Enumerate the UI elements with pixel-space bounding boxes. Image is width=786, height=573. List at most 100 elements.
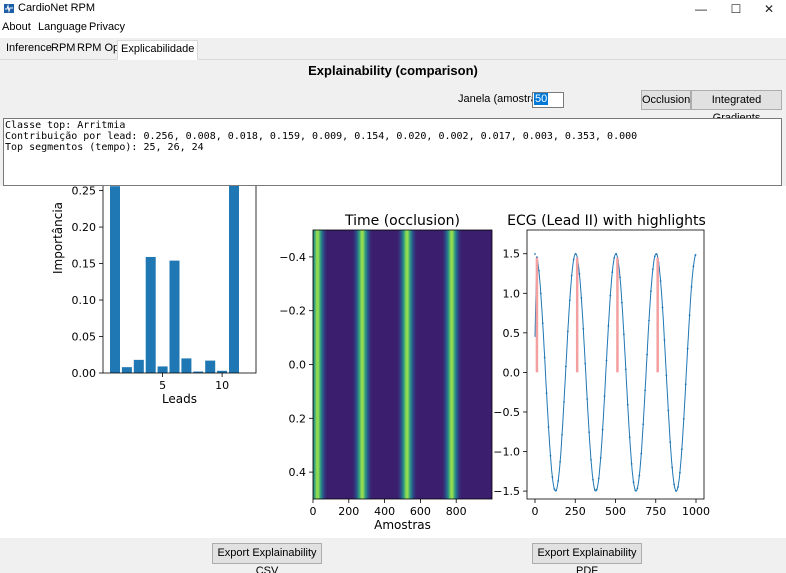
ecg-sample-point: [541, 322, 544, 325]
bar-lead-4: [145, 256, 156, 373]
ecg-y-tick-label: −0.5: [493, 406, 520, 419]
ecg-sample-point: [568, 299, 571, 302]
occlusion-button[interactable]: Occlusion: [641, 90, 691, 110]
ecg-x-tick-label: 750: [645, 505, 666, 518]
ecg-sample-point: [646, 353, 648, 356]
figure-canvas: 0.000.050.100.150.200.250.300.35510Lead …: [51, 186, 710, 532]
ecg-sample-point: [651, 268, 654, 271]
ecg-sample-point: [655, 253, 658, 256]
tab-inference[interactable]: Inference: [6, 42, 52, 54]
ecg-sample-point: [590, 459, 592, 461]
ecg-sample-point: [605, 359, 608, 362]
occlusion-y-tick-label: 0.4: [289, 466, 307, 479]
menu-privacy[interactable]: Privacy: [89, 21, 126, 33]
lead-y-tick-label: 0.15: [72, 258, 97, 271]
ecg-sample-point: [549, 454, 552, 457]
bar-lead-5: [157, 366, 168, 373]
export-csv-button[interactable]: Export Explainability CSV: [212, 543, 322, 573]
ecg-sample-point: [593, 489, 596, 491]
ecg-sample-point: [684, 383, 687, 386]
close-button[interactable]: ✕: [763, 2, 775, 16]
ecg-sample-point: [694, 254, 697, 257]
ecg-sample-point: [640, 452, 643, 455]
ecg-sample-point: [588, 431, 590, 434]
window-size-input[interactable]: 50: [532, 92, 564, 108]
ecg-sample-point: [559, 461, 562, 463]
explainability-output-text[interactable]: Classe top: Arritmia Contribuição por lea…: [3, 118, 782, 186]
tab-explicabilidade[interactable]: Explicabilidade: [117, 40, 199, 60]
window-title: CardioNet RPM: [18, 2, 96, 14]
ecg-sample-point: [553, 488, 556, 490]
ecg-sample-point: [622, 333, 625, 336]
occlusion-y-tick-label: −0.4: [279, 251, 306, 264]
lead-y-axis-label: Importância: [51, 202, 65, 274]
ecg-x-tick-label: 0: [532, 505, 539, 518]
lead-y-tick-label: 0.05: [72, 331, 97, 344]
bar-lead-1: [110, 186, 120, 373]
ecg-sample-point: [632, 481, 635, 484]
lead-contribution-axes: [102, 186, 257, 374]
ecg-sample-point: [630, 462, 633, 465]
bar-lead-10: [217, 370, 228, 373]
ecg-sample-point: [665, 374, 668, 377]
menu-bar: About Language Privacy: [0, 19, 786, 36]
ecg-sample-point: [534, 253, 536, 255]
bar-lead-6: [169, 260, 180, 373]
ecg-sample-point: [644, 389, 647, 392]
ecg-sample-point: [580, 297, 583, 299]
ecg-sample-point: [619, 276, 621, 279]
explainability-panel: Explainability (comparison) Janela (amos…: [0, 60, 786, 573]
ecg-sample-point: [599, 456, 602, 459]
ecg-sample-point: [566, 330, 569, 333]
ecg-sample-point: [677, 486, 679, 488]
menu-about[interactable]: About: [2, 21, 31, 33]
ecg-sample-point: [539, 292, 542, 295]
occlusion-title: Time (occlusion): [344, 213, 460, 229]
lead-y-tick-label: 0.10: [72, 294, 97, 307]
ecg-sample-point: [545, 392, 548, 395]
occlusion-y-tick-label: 0.2: [289, 412, 307, 425]
ecg-sample-point: [603, 395, 606, 398]
integrated-gradients-button[interactable]: Integrated Gradients: [691, 90, 782, 124]
occlusion-y-tick-label: −0.2: [279, 305, 306, 318]
page-title: Explainability (comparison): [308, 63, 478, 78]
ecg-sample-point: [680, 448, 683, 451]
ecg-y-tick-label: −1.0: [493, 446, 520, 459]
ecg-y-tick-label: 1.0: [503, 287, 521, 300]
occlusion-heatmap: [313, 230, 492, 499]
bar-lead-8: [193, 371, 204, 373]
ecg-sample-point: [563, 401, 565, 403]
ecg-sample-point: [547, 426, 550, 428]
ecg-sample-point: [628, 436, 631, 439]
ecg-sample-point: [642, 423, 645, 426]
ecg-sample-point: [565, 365, 567, 368]
lead-y-tick-label: 0.25: [72, 186, 97, 198]
ecg-sample-point: [586, 398, 589, 400]
ecg-sample-point: [574, 252, 577, 255]
occlusion-x-tick-label: 800: [446, 505, 467, 518]
ecg-sample-point: [690, 286, 693, 288]
ecg-sample-point: [607, 325, 610, 327]
tab-rpm[interactable]: RPM: [51, 42, 76, 54]
ecg-sample-point: [537, 269, 540, 272]
tab-rpm-ops[interactable]: RPM Ops: [77, 42, 125, 54]
lead-x-tick-label: 5: [159, 379, 166, 392]
explainability-figure: 0.000.050.100.150.200.250.300.35510Lead …: [0, 186, 786, 538]
ecg-sample-point: [557, 480, 560, 482]
ecg-x-tick-label: 250: [565, 505, 586, 518]
maximize-button[interactable]: ☐: [730, 2, 742, 16]
ecg-sample-point: [638, 474, 641, 477]
lead-y-tick-label: 0.20: [72, 221, 97, 234]
bar-lead-3: [133, 359, 144, 373]
export-pdf-button[interactable]: Export Explainability PDF: [532, 543, 642, 573]
menu-language[interactable]: Language: [38, 21, 87, 33]
ecg-y-tick-label: 0.0: [503, 366, 521, 379]
ecg-sample-point: [667, 409, 670, 412]
occlusion-x-tick-label: 600: [410, 505, 431, 518]
ecg-sample-point: [661, 306, 664, 309]
ecg-sample-point: [615, 252, 618, 255]
tab-bar: Inference RPM RPM Ops Explicabilidade: [0, 38, 786, 60]
minimize-button[interactable]: —: [695, 2, 707, 16]
app-icon: [4, 4, 14, 13]
lead-x-tick-label: 10: [215, 379, 229, 392]
